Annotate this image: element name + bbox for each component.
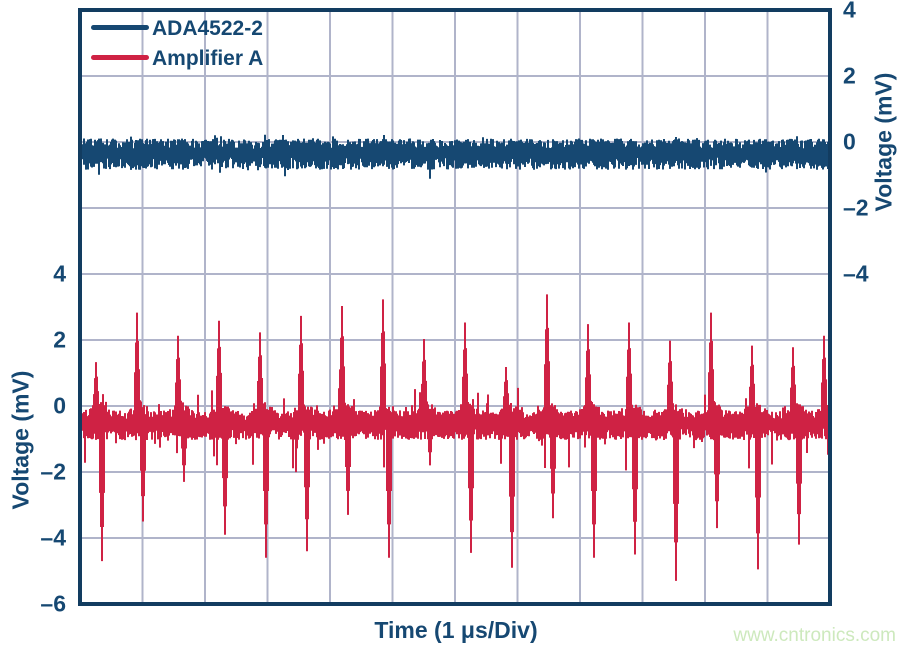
left-axis-tick: 2 xyxy=(53,326,66,353)
legend-line-amplifier-a xyxy=(91,55,149,60)
left-axis-tick: –6 xyxy=(40,590,66,617)
left-axis-tick: 0 xyxy=(53,392,66,419)
right-axis-tick: 2 xyxy=(843,62,856,89)
left-axis-title: Voltage (mV) xyxy=(7,370,34,510)
plot-frame xyxy=(78,8,832,606)
legend-line-ada4522-2 xyxy=(91,25,149,30)
right-axis-tick: –4 xyxy=(843,260,869,287)
legend-label-ada4522-2: ADA4522-2 xyxy=(152,17,263,40)
left-axis-tick: 4 xyxy=(53,260,66,287)
right-axis-tick: –2 xyxy=(843,194,869,221)
x-axis-title: Time (1 μs/Div) xyxy=(374,617,538,643)
left-axis-tick: –4 xyxy=(40,524,66,551)
watermark: www.cntronics.com xyxy=(733,625,896,646)
right-axis-tick: 4 xyxy=(843,0,856,23)
legend-label-amplifier-a: Amplifier A xyxy=(152,47,264,70)
right-axis-tick: 0 xyxy=(843,128,856,155)
left-axis-tick: –2 xyxy=(40,458,66,485)
right-axis-title: Voltage (mV) xyxy=(870,72,897,212)
